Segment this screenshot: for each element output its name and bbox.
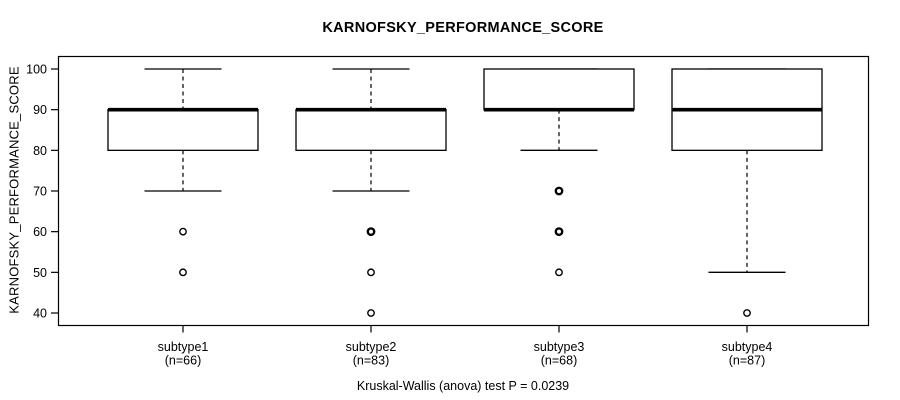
- stat-test-caption: Kruskal-Wallis (anova) test P = 0.0239: [356, 379, 570, 393]
- outlier-point: [179, 268, 187, 277]
- y-axis-tick-label: 80: [33, 144, 47, 158]
- box: [107, 109, 259, 151]
- boxplot-subtype4: [671, 68, 823, 317]
- boxplot-subtype1: [107, 68, 259, 277]
- category-label: subtype2: [346, 340, 397, 354]
- box: [483, 68, 635, 111]
- outlier-point: [367, 309, 375, 317]
- y-axis-tick-label: 70: [33, 185, 47, 199]
- y-axis-tick-label: 100: [26, 63, 47, 77]
- category-n-label: (n=83): [353, 354, 389, 368]
- category-n-label: (n=68): [541, 354, 577, 368]
- category-label: subtype1: [158, 340, 209, 354]
- y-axis-tick-label: 90: [33, 103, 47, 117]
- category-label: subtype4: [722, 340, 773, 354]
- category-label: subtype3: [534, 340, 585, 354]
- chart-title: KARNOFSKY_PERFORMANCE_SCORE: [322, 20, 604, 36]
- outlier-point: [554, 186, 564, 196]
- outlier-point: [367, 268, 375, 277]
- outlier-point: [366, 227, 376, 237]
- boxplot-subtype3: [483, 68, 635, 277]
- category-n-label: (n=66): [165, 354, 201, 368]
- outlier-point: [554, 227, 564, 237]
- box: [295, 109, 447, 151]
- y-axis-tick-label: 50: [33, 266, 47, 280]
- y-axis-tick-label: 60: [33, 225, 47, 239]
- boxplot-subtype2: [295, 68, 447, 317]
- outlier-point: [555, 268, 563, 277]
- category-n-label: (n=87): [729, 354, 765, 368]
- outlier-point: [743, 309, 751, 317]
- y-axis-tick-label: 40: [33, 307, 47, 321]
- outlier-point: [179, 227, 187, 236]
